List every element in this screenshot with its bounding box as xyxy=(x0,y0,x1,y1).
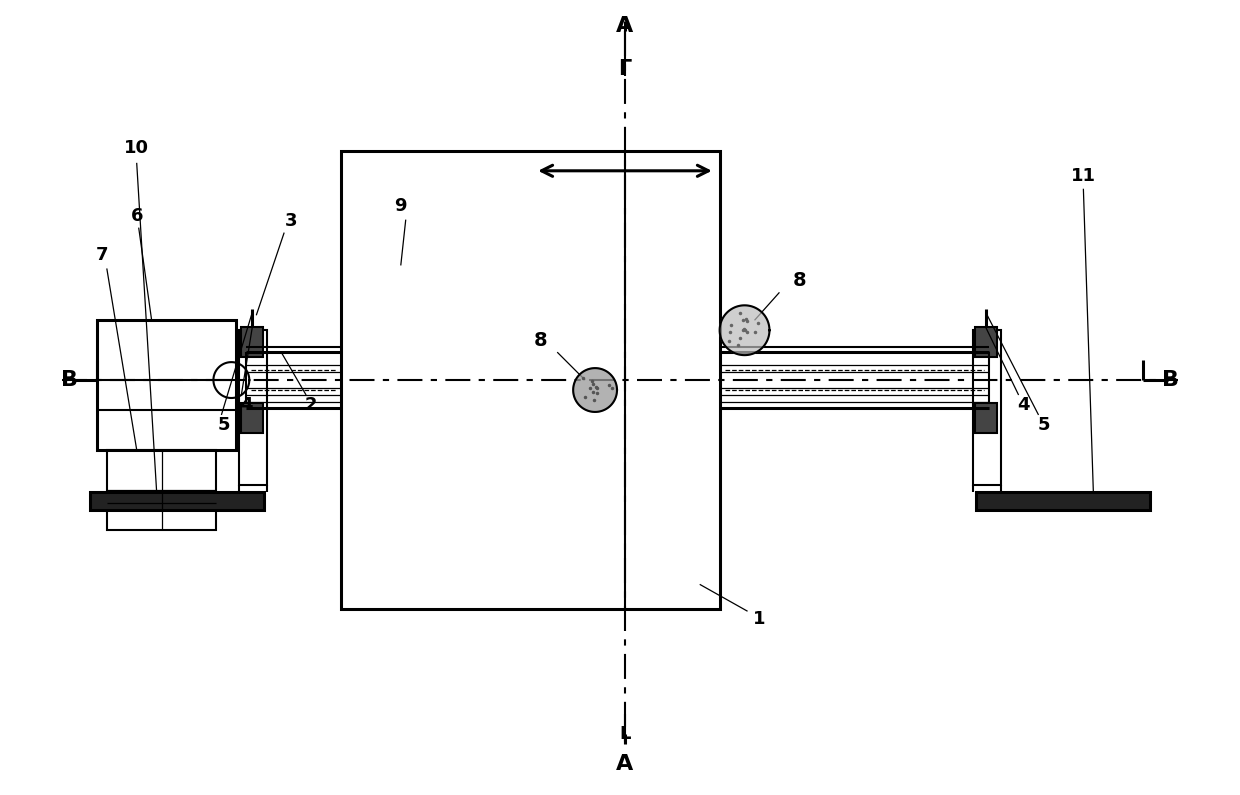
Text: Γ: Γ xyxy=(619,59,631,80)
Text: L: L xyxy=(619,725,631,743)
Text: 3: 3 xyxy=(285,211,298,230)
Text: 4: 4 xyxy=(241,396,253,414)
Bar xyxy=(97,320,237,450)
Text: 1: 1 xyxy=(753,611,766,628)
Bar xyxy=(972,330,1001,485)
Text: 4: 4 xyxy=(1017,396,1030,414)
Bar xyxy=(242,328,263,357)
Text: 7: 7 xyxy=(95,246,108,265)
Text: 2: 2 xyxy=(305,396,317,414)
Bar xyxy=(976,491,1151,510)
Text: 8: 8 xyxy=(533,331,547,350)
Bar xyxy=(107,450,217,529)
Bar xyxy=(89,491,264,510)
Bar xyxy=(975,328,997,357)
Text: B: B xyxy=(62,370,78,390)
Text: 5: 5 xyxy=(1038,416,1050,434)
Text: 8: 8 xyxy=(792,271,806,290)
Text: A: A xyxy=(616,754,634,774)
Text: A: A xyxy=(616,17,634,37)
Bar xyxy=(341,151,719,609)
Polygon shape xyxy=(719,305,770,355)
Text: 9: 9 xyxy=(394,196,407,215)
Text: 6: 6 xyxy=(130,207,143,225)
Polygon shape xyxy=(573,368,618,412)
Bar xyxy=(239,330,268,485)
Text: 5: 5 xyxy=(217,416,229,434)
Text: 11: 11 xyxy=(1071,167,1096,184)
Text: B: B xyxy=(1162,370,1178,390)
Bar xyxy=(242,403,263,432)
Bar xyxy=(975,403,997,432)
Text: 10: 10 xyxy=(124,139,149,157)
